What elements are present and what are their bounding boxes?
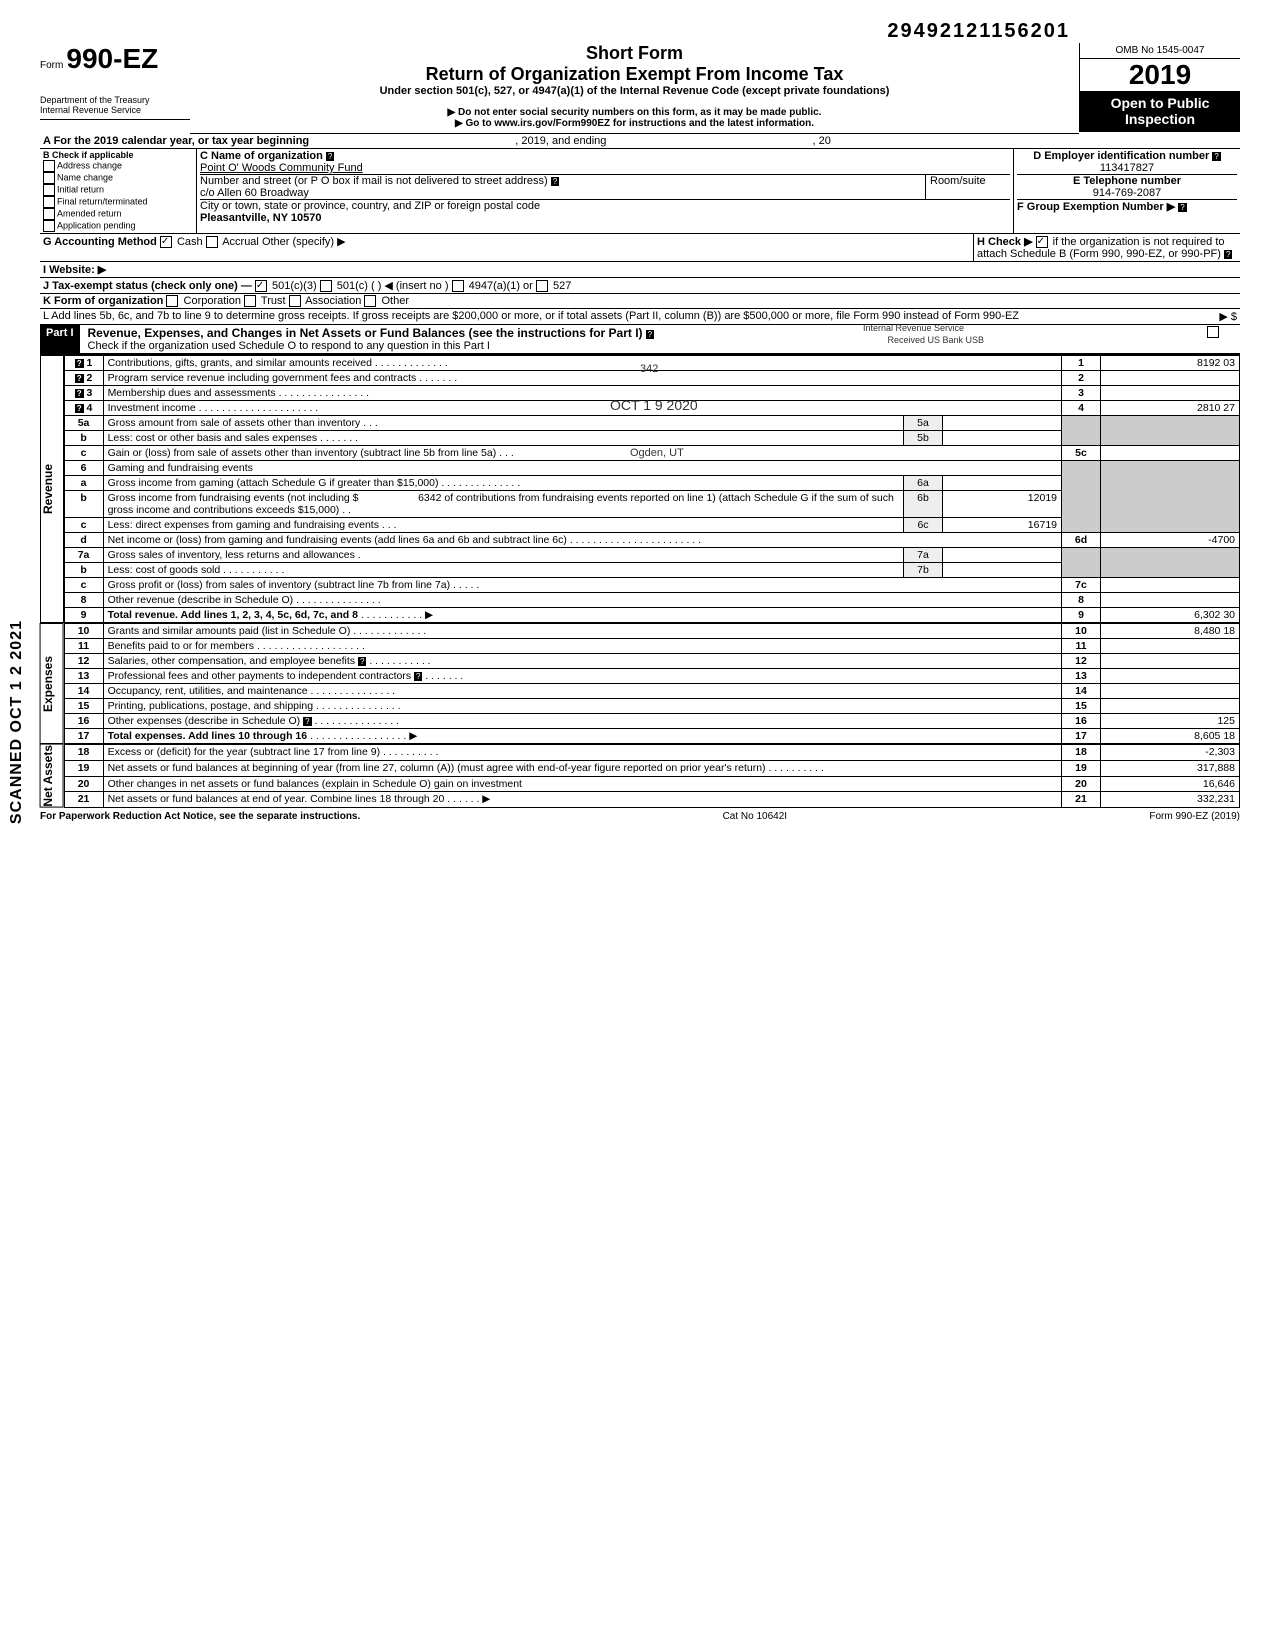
footer-formno: Form 990-EZ (2019) xyxy=(1149,811,1240,822)
checkbox-schedule-b[interactable] xyxy=(1036,236,1048,248)
help-icon[interactable]: ? xyxy=(326,152,334,161)
help-icon[interactable]: ? xyxy=(646,330,654,339)
omb-number: OMB No 1545-0047 xyxy=(1080,43,1240,59)
open-public-badge: Open to Public Inspection xyxy=(1080,91,1240,131)
checkbox-cash[interactable] xyxy=(160,236,172,248)
netassets-label: Net Assets xyxy=(40,744,64,808)
checkbox-pending[interactable] xyxy=(43,220,55,232)
phone-value: 914-769-2087 xyxy=(1093,187,1162,199)
section-g-label: G Accounting Method xyxy=(43,236,157,248)
stamp-342: 342 xyxy=(640,363,658,375)
footer-catno: Cat No 10642I xyxy=(723,811,788,822)
revenue-table: ? 1Contributions, gifts, grants, and sim… xyxy=(64,355,1240,623)
form-prefix: Form xyxy=(40,60,63,71)
city-label: City or town, state or province, country… xyxy=(200,200,540,212)
checkbox-trust[interactable] xyxy=(244,295,256,307)
part1-check-text: Check if the organization used Schedule … xyxy=(88,340,490,352)
checkbox-amended[interactable] xyxy=(43,208,55,220)
line-a-label: A For the 2019 calendar year, or tax yea… xyxy=(43,135,309,147)
section-k-label: K Form of organization xyxy=(43,295,163,307)
main-title: Return of Organization Exempt From Incom… xyxy=(190,64,1079,85)
section-e-label: E Telephone number xyxy=(1073,175,1181,187)
checkbox-address-change[interactable] xyxy=(43,160,55,172)
section-l-arrow: ▶ $ xyxy=(1074,309,1240,324)
subtitle: Under section 501(c), 527, or 4947(a)(1)… xyxy=(190,85,1079,97)
checkbox-name-change[interactable] xyxy=(43,172,55,184)
room-suite-label: Room/suite xyxy=(925,175,1010,199)
street-value: c/o Allen 60 Broadway xyxy=(200,187,309,199)
city-value: Pleasantville, NY 10570 xyxy=(200,212,322,224)
line-a-end: , 20 xyxy=(813,135,831,147)
part1-title: Revenue, Expenses, and Changes in Net As… xyxy=(88,326,643,340)
section-j-label: J Tax-exempt status (check only one) — xyxy=(43,280,252,292)
tax-year: 2019 xyxy=(1080,59,1240,91)
other-specify: Other (specify) ▶ xyxy=(262,236,346,248)
scanned-stamp: SCANNED OCT 1 2 2021 xyxy=(8,620,26,824)
irs-stamp-1: Internal Revenue Service xyxy=(863,323,964,333)
checkbox-schedule-o[interactable] xyxy=(1207,326,1219,338)
checkbox-initial-return[interactable] xyxy=(43,184,55,196)
section-f-label: F Group Exemption Number ▶ xyxy=(1017,201,1175,213)
checkbox-other[interactable] xyxy=(364,295,376,307)
help-icon[interactable]: ? xyxy=(1178,203,1186,212)
form-number: 990-EZ xyxy=(66,43,158,74)
expenses-table: 10Grants and similar amounts paid (list … xyxy=(64,623,1240,744)
checkbox-527[interactable] xyxy=(536,280,548,292)
instruction-web: Go to www.irs.gov/Form990EZ for instruct… xyxy=(190,118,1079,129)
dept-irs: Internal Revenue Service xyxy=(40,105,190,115)
dept-treasury: Department of the Treasury xyxy=(40,95,190,105)
section-c-label: C Name of organization xyxy=(200,150,323,162)
checkbox-4947[interactable] xyxy=(452,280,464,292)
checkbox-corp[interactable] xyxy=(166,295,178,307)
revenue-label: Revenue xyxy=(41,356,63,622)
checkbox-final-return[interactable] xyxy=(43,196,55,208)
short-form-title: Short Form xyxy=(190,43,1079,64)
section-b-label: B Check if applicable xyxy=(43,150,193,160)
street-label: Number and street (or P O box if mail is… xyxy=(200,175,548,187)
ein-value: 113417827 xyxy=(1100,162,1154,174)
stamp-ogden: Ogden, UT xyxy=(630,447,684,459)
help-icon[interactable]: ? xyxy=(551,177,559,186)
help-icon[interactable]: ? xyxy=(1224,250,1232,259)
dln-number: 29492121156201 xyxy=(40,20,1240,43)
netassets-table: 18Excess or (deficit) for the year (subt… xyxy=(64,744,1240,808)
checkbox-accrual[interactable] xyxy=(206,236,218,248)
section-d-label: D Employer identification number xyxy=(1033,150,1209,162)
expenses-label: Expenses xyxy=(40,623,64,744)
line-a-mid: , 2019, and ending xyxy=(515,135,606,147)
section-l-text: L Add lines 5b, 6c, and 7b to line 9 to … xyxy=(43,310,1019,322)
org-name: Point O' Woods Community Fund xyxy=(200,162,363,174)
part1-label: Part I xyxy=(40,325,80,353)
instruction-ssn: Do not enter social security numbers on … xyxy=(190,107,1079,118)
help-icon[interactable]: ? xyxy=(1212,152,1220,161)
checkbox-assoc[interactable] xyxy=(289,295,301,307)
stamp-date: OCT 1 9 2020 xyxy=(610,397,698,413)
checkbox-501c3[interactable] xyxy=(255,280,267,292)
footer-paperwork: For Paperwork Reduction Act Notice, see … xyxy=(40,811,360,822)
section-h-label: H Check ▶ xyxy=(977,236,1033,248)
irs-stamp-2: Received US Bank USB xyxy=(887,335,984,345)
section-i-label: I Website: ▶ xyxy=(43,264,106,276)
checkbox-501c[interactable] xyxy=(320,280,332,292)
